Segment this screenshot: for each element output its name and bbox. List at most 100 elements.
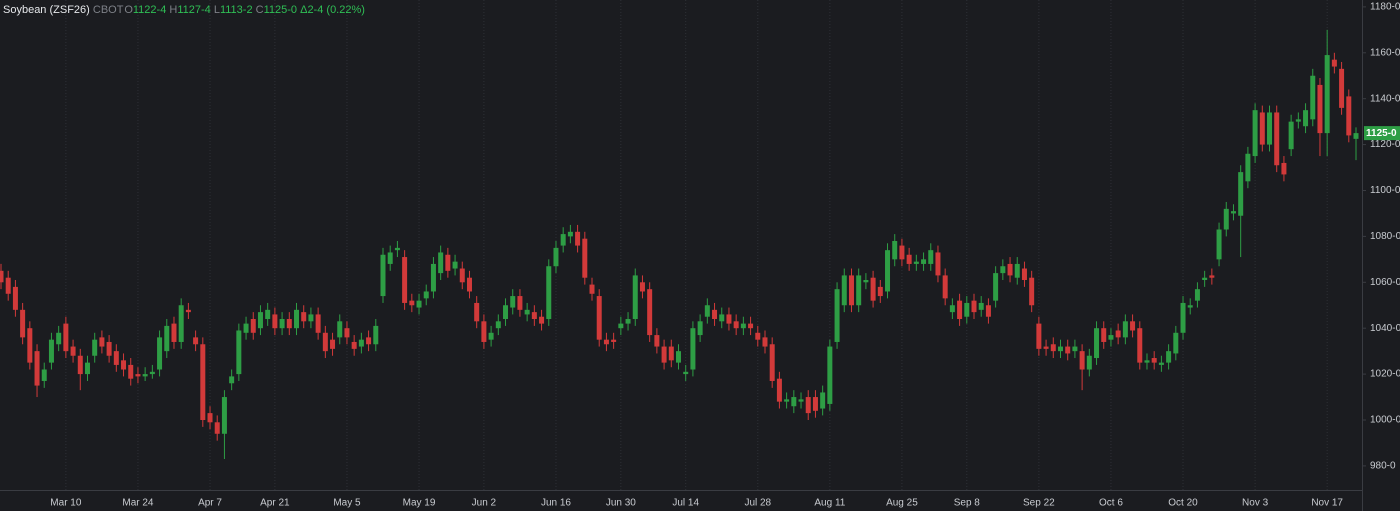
candle-body [553,247,559,267]
field-label: L [214,4,220,16]
candle-body [1295,119,1301,122]
candle-body [12,286,18,310]
candle-body [539,316,545,324]
candle-body [92,339,98,356]
candle-body [1122,321,1128,338]
y-tick-label: 1160-0 [1370,47,1400,58]
candle-body [452,261,458,269]
candle-body [1259,112,1265,145]
candle-body [1230,211,1236,214]
candle-body [1223,208,1229,230]
candle-body [128,364,134,379]
candle-body [157,337,163,370]
candle-body [654,335,660,347]
x-tick-label: Oct 6 [1099,498,1123,509]
candle-body [798,399,804,402]
candle-body [178,305,184,342]
candle-body [834,289,840,342]
candle-body [214,422,220,434]
candle-body [5,277,11,294]
candle-body [315,314,321,333]
candle-body [1130,321,1136,331]
x-tick-label: Apr 7 [198,498,222,509]
candle-body [459,268,465,283]
candle-body [1065,346,1071,354]
candle-body [1324,55,1330,134]
candle-body [330,339,336,349]
x-tick-label: Oct 20 [1168,498,1198,509]
candle-body [863,280,869,283]
candle-body [56,332,62,345]
candle-body [416,300,422,308]
candle-body [394,247,400,251]
candle-body [1267,112,1273,145]
candle-body [142,374,148,377]
candle-body [971,300,977,313]
candle-body [423,291,429,299]
candle-body [1036,323,1042,349]
candle-body [279,319,285,329]
candle-body [1331,59,1337,67]
candle-body [820,392,826,409]
candle-body [690,328,696,370]
candle-body [70,346,76,356]
candle-body [848,275,854,306]
candle-body [200,344,206,420]
candle-body [250,319,256,333]
y-tick-label: 1040-0 [1370,323,1400,334]
change: Δ2-4 [300,4,323,16]
candle-body [1144,360,1150,363]
candle-body [582,238,588,278]
candle-body [1187,305,1193,308]
candle-body [748,323,754,329]
candle-body [1180,302,1186,333]
candle-body [618,323,624,329]
candle-body [1353,133,1359,139]
candle-body [531,312,537,320]
candle-body [603,339,609,345]
candle-body [942,275,948,299]
candle-body [135,374,141,377]
candle-body [949,305,955,313]
candle-body [1288,121,1294,150]
candle-body [495,321,501,329]
field-value: 1125-0 [264,4,297,16]
candle-body [726,314,732,324]
candle-body [0,270,4,283]
candle-body [185,309,191,313]
candle-body [870,277,876,301]
candle-body [99,337,105,347]
field-value: 1113-2 [220,4,253,16]
candle-body [1281,162,1287,175]
field-label: H [169,4,177,16]
x-tick-label: Jun 2 [472,498,497,509]
exchange: CBOT [93,4,124,16]
candle-body [337,321,343,338]
candle-body [171,323,177,342]
candle-body [481,321,487,342]
candles [0,29,1359,460]
candle-body [257,312,263,329]
candle-body [1346,96,1352,136]
x-tick-label: Sep 8 [954,498,981,509]
candle-body [762,337,768,347]
candle-body [1166,351,1172,363]
candle-body [892,240,898,260]
header: Soybean (ZSF26) CBOT O1122-4 H1127-4 L11… [3,4,365,16]
candle-body [719,314,725,322]
candle-body [755,332,761,340]
candle-body [294,309,300,329]
candle-body [1029,277,1035,306]
x-tick-label: May 19 [403,498,436,509]
candle-body [841,275,847,306]
candle-body [935,252,941,276]
candle-body [1209,275,1215,278]
candle-body [34,351,40,386]
axes: 980-0 1000-0 1020-0 1040-0 1060-0 1080-0 1100-… [50,2,1400,509]
candle-body [265,309,271,320]
candle-body [466,277,472,292]
candle-body [1310,75,1316,120]
candle-body [1202,277,1208,280]
